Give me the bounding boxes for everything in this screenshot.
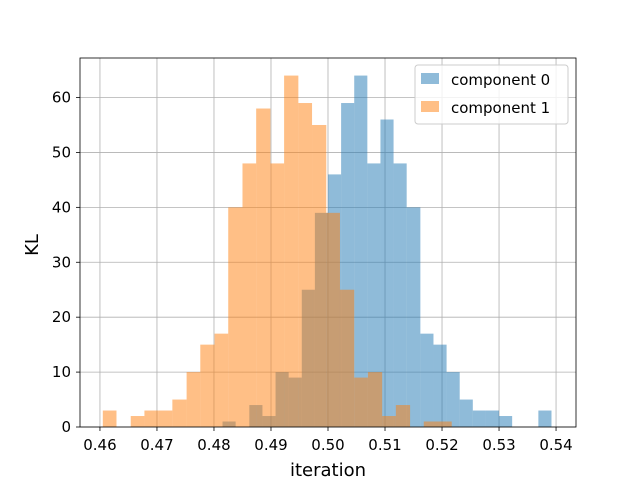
histogram-bar-series-1 xyxy=(382,416,396,427)
y-axis-label: KL xyxy=(22,234,43,256)
x-axis-label: iteration xyxy=(290,460,366,480)
histogram-bar-series-1 xyxy=(312,124,327,427)
y-tick-label: 20 xyxy=(52,308,71,326)
x-tick-label: 0.53 xyxy=(482,436,515,454)
legend: component 0 component 1 xyxy=(414,64,569,125)
histogram-bar-series-0 xyxy=(472,410,486,427)
histogram-bar-series-1 xyxy=(172,399,187,427)
y-tick-label: 0 xyxy=(61,418,71,436)
histogram-bar-series-1 xyxy=(354,377,368,427)
histogram-bar-series-1 xyxy=(256,108,271,428)
x-tick-label: 0.47 xyxy=(140,436,173,454)
y-tick-label: 50 xyxy=(52,143,71,161)
histogram-bar-series-0 xyxy=(538,410,552,427)
histogram-bar-series-1 xyxy=(228,207,243,427)
y-tick-label: 40 xyxy=(52,198,71,216)
histogram-bar-series-0 xyxy=(380,119,394,427)
x-tick-label: 0.46 xyxy=(83,436,116,454)
histogram-bar-series-0 xyxy=(354,75,368,428)
y-axis-ticks: 0 10 20 30 40 50 60 xyxy=(52,89,80,436)
histogram-bar-series-0 xyxy=(446,372,460,427)
histogram-bar-series-1 xyxy=(158,410,173,427)
histogram-bar-series-0 xyxy=(499,416,513,427)
x-axis-ticks: 0.46 0.47 0.48 0.49 0.50 0.51 0.52 0.53 0.54 xyxy=(83,427,573,454)
histogram-bar-series-1 xyxy=(339,289,355,427)
histogram-bar-series-0 xyxy=(406,207,421,427)
x-tick-label: 0.52 xyxy=(425,436,458,454)
histogram-bar-series-1 xyxy=(284,75,299,428)
histogram-bar-series-0 xyxy=(459,399,473,427)
histogram-bar-series-1 xyxy=(270,163,285,427)
histogram-bar-series-1 xyxy=(186,372,201,427)
legend-swatch-component-1 xyxy=(421,101,439,112)
legend-label-component-0: component 0 xyxy=(451,71,550,89)
x-tick-label: 0.49 xyxy=(254,436,287,454)
legend-swatch-component-0 xyxy=(421,73,439,84)
legend-label-component-1: component 1 xyxy=(451,99,550,117)
histogram-bar-series-1 xyxy=(326,212,340,427)
histogram-bar-series-0 xyxy=(485,410,500,427)
histogram-bars xyxy=(102,75,552,428)
y-tick-label: 30 xyxy=(52,253,71,271)
x-tick-label: 0.51 xyxy=(368,436,401,454)
legend-frame xyxy=(414,64,569,125)
x-tick-label: 0.50 xyxy=(311,436,344,454)
histogram-bar-series-1 xyxy=(102,410,117,427)
histogram-bar-series-1 xyxy=(438,421,452,427)
y-tick-label: 10 xyxy=(52,363,71,381)
histogram-bar-series-0 xyxy=(433,344,447,427)
x-tick-label: 0.48 xyxy=(197,436,230,454)
histogram-bar-series-0 xyxy=(367,163,381,427)
histogram-bar-series-0 xyxy=(393,163,407,427)
histogram-bar-series-1 xyxy=(423,421,439,427)
histogram-bar-series-1 xyxy=(298,103,313,427)
histogram-bar-series-1 xyxy=(367,372,383,427)
y-tick-label: 60 xyxy=(52,89,71,107)
histogram-bar-series-1 xyxy=(242,163,257,427)
histogram-bar-series-1 xyxy=(130,416,145,427)
histogram-bar-series-1 xyxy=(200,344,215,427)
histogram-bar-series-1 xyxy=(395,405,411,427)
histogram-bar-series-1 xyxy=(214,333,229,427)
histogram-bar-series-1 xyxy=(144,410,159,427)
histogram-bar-series-0 xyxy=(420,333,434,427)
x-tick-label: 0.54 xyxy=(539,436,572,454)
